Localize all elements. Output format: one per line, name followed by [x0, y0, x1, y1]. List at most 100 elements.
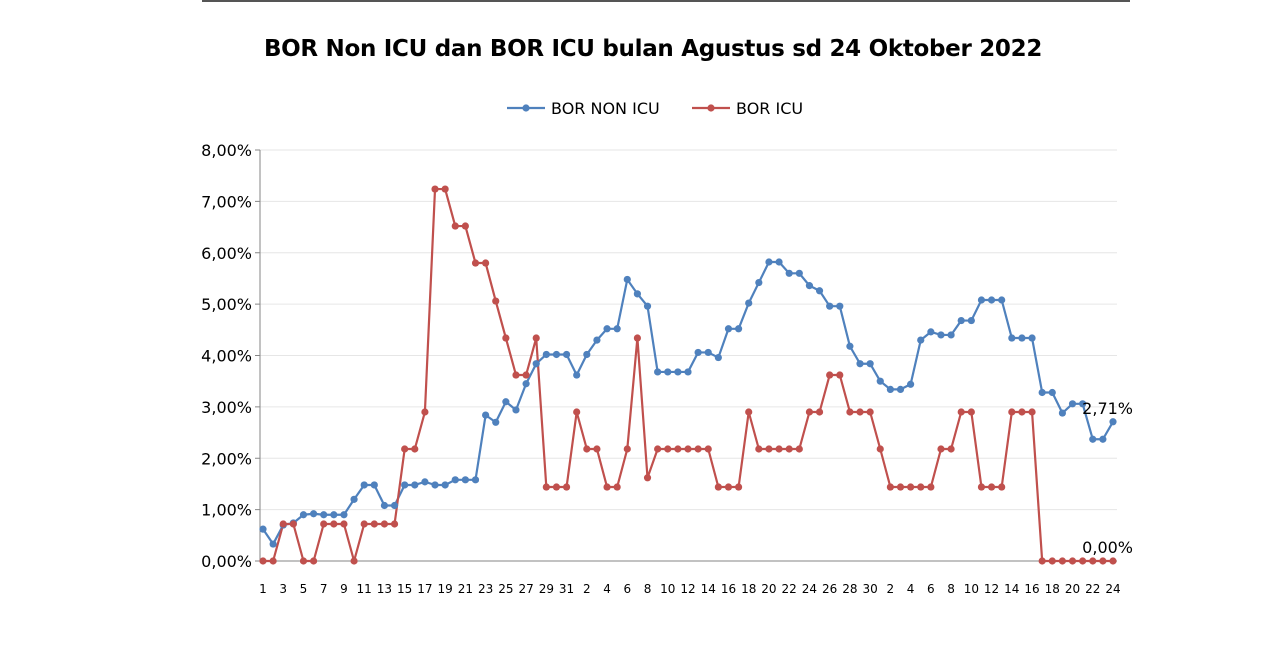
- data-point: [562, 350, 571, 359]
- x-tick-label: 17: [417, 582, 432, 596]
- data-point: [492, 297, 500, 305]
- data-point: [613, 483, 621, 491]
- data-point: [886, 483, 894, 491]
- data-point: [674, 445, 682, 453]
- data-point: [583, 445, 591, 453]
- x-tick-label: 9: [340, 582, 348, 596]
- data-point: [461, 476, 469, 484]
- data-point: [441, 185, 449, 193]
- data-point: [704, 445, 712, 453]
- data-point: [340, 520, 348, 528]
- chart-title: BOR Non ICU dan BOR ICU bulan Agustus sd…: [263, 36, 1043, 62]
- data-point: [886, 385, 894, 394]
- data-point: [714, 483, 722, 491]
- data-point: [896, 385, 905, 394]
- x-tick-label: 15: [397, 582, 412, 596]
- data-point: [370, 481, 378, 489]
- data-point: [350, 495, 358, 503]
- data-point: [502, 334, 510, 342]
- data-point: [1079, 400, 1087, 408]
- x-tick-label: 20: [1065, 582, 1080, 596]
- data-point: [937, 331, 945, 339]
- data-point: [937, 445, 945, 453]
- legend-marker: [707, 104, 715, 112]
- data-point: [552, 350, 561, 359]
- data-point: [643, 302, 652, 310]
- data-point: [401, 445, 409, 453]
- data-point: [805, 408, 814, 416]
- data-point: [1068, 557, 1077, 565]
- y-tick-label: 8,00%: [201, 141, 252, 160]
- x-tick-label: 16: [721, 582, 736, 596]
- data-point: [623, 445, 631, 453]
- x-tick-label: 23: [478, 582, 493, 596]
- data-point: [269, 540, 277, 548]
- data-point: [866, 408, 874, 416]
- data-point: [654, 368, 662, 376]
- data-point: [998, 483, 1006, 491]
- data-point: [320, 511, 328, 519]
- data-point: [542, 350, 550, 359]
- x-tick-label: 19: [438, 582, 453, 596]
- data-point: [1038, 557, 1046, 565]
- y-tick-label: 3,00%: [201, 398, 252, 417]
- data-point: [330, 511, 338, 519]
- data-point: [330, 520, 338, 528]
- data-point: [259, 525, 267, 533]
- data-point: [815, 287, 824, 295]
- data-point: [1099, 557, 1107, 565]
- data-point: [1048, 388, 1056, 397]
- data-point: [502, 398, 510, 406]
- x-tick-label: 2: [887, 582, 895, 596]
- y-axis-tick-labels: 0,00% 1,00% 2,00% 3,00% 4,00% 5,00% 6,00% 7,00%…: [201, 141, 252, 571]
- legend: BOR NON ICU BOR ICU: [507, 99, 803, 118]
- x-tick-label: 24: [802, 582, 817, 596]
- data-point: [613, 325, 621, 333]
- data-point: [583, 350, 591, 359]
- data-point: [826, 302, 834, 310]
- data-point: [856, 408, 864, 416]
- data-point: [492, 418, 500, 426]
- series-points: [259, 185, 1117, 565]
- data-point: [724, 325, 733, 333]
- gridlines: [260, 149, 1117, 511]
- data-point: [998, 296, 1006, 304]
- data-point: [1008, 408, 1016, 416]
- x-tick-label: 1: [259, 582, 267, 596]
- data-point: [512, 371, 520, 379]
- data-point: [785, 269, 793, 277]
- data-point: [987, 483, 996, 491]
- y-tick-label: 1,00%: [201, 501, 252, 520]
- data-point: [1028, 408, 1036, 416]
- y-tick-label: 2,00%: [201, 449, 252, 468]
- data-point: [917, 336, 925, 344]
- data-point: [390, 501, 399, 510]
- data-point: [643, 474, 652, 482]
- data-point: [421, 408, 429, 416]
- x-tick-label: 5: [300, 582, 308, 596]
- x-tick-label: 2: [583, 582, 591, 596]
- data-point: [704, 348, 712, 357]
- data-point: [309, 510, 318, 518]
- data-point: [836, 302, 844, 310]
- data-point: [795, 269, 803, 277]
- data-point: [380, 520, 389, 528]
- end-data-label: 2,71%: [1082, 399, 1133, 418]
- data-point: [340, 511, 348, 519]
- data-point: [573, 408, 581, 416]
- y-tick-label: 7,00%: [201, 192, 252, 211]
- data-point: [907, 380, 915, 388]
- x-tick-label: 18: [1045, 582, 1060, 596]
- data-point: [836, 371, 844, 379]
- x-tick-label: 25: [498, 582, 513, 596]
- x-tick-label: 12: [680, 582, 695, 596]
- data-point: [289, 520, 297, 528]
- data-point: [411, 481, 419, 489]
- x-tick-label: 12: [984, 582, 999, 596]
- data-point: [765, 258, 773, 266]
- data-point: [1038, 388, 1046, 397]
- data-point: [1028, 334, 1036, 342]
- data-point: [896, 483, 905, 491]
- data-point: [350, 557, 358, 565]
- data-point: [1058, 557, 1067, 565]
